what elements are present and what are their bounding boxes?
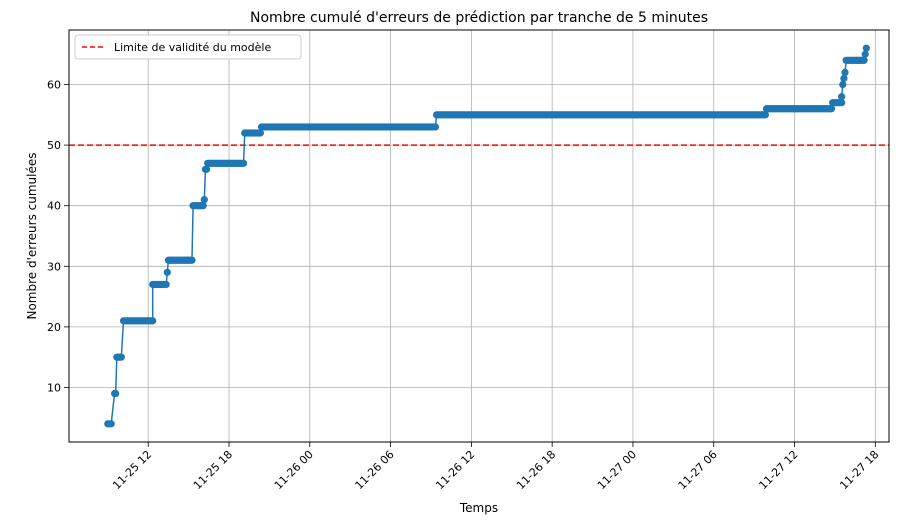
y-tick-label: 50 <box>47 139 61 152</box>
data-point <box>862 44 870 52</box>
data-point <box>162 280 170 289</box>
data-point <box>256 129 265 137</box>
y-axis-ticks: 10 20 30 40 50 60 <box>47 79 69 394</box>
data-point <box>163 268 171 276</box>
data-point <box>107 420 115 428</box>
y-tick-label: 10 <box>47 381 61 394</box>
data-point <box>112 389 120 398</box>
x-tick-label: 11-27 18 <box>837 448 881 492</box>
data-point <box>200 196 208 204</box>
y-tick-label: 40 <box>47 200 61 213</box>
series-line <box>107 48 868 425</box>
data-point <box>840 74 848 83</box>
y-tick-label: 20 <box>47 321 61 334</box>
series <box>104 44 870 428</box>
legend-label: Limite de validité du modèle <box>114 41 271 54</box>
data-point <box>117 353 125 361</box>
data-point <box>202 165 211 173</box>
plot-frame <box>68 29 890 443</box>
x-tick-label: 11-26 06 <box>353 448 397 492</box>
y-tick-label: 60 <box>47 79 61 92</box>
legend-box <box>74 34 302 60</box>
y-tick-label: 30 <box>47 260 61 273</box>
x-tick-label: 11-25 18 <box>191 448 235 492</box>
x-tick-label: 11-27 06 <box>676 448 720 492</box>
data-point <box>827 105 836 113</box>
x-axis-ticks: 11-25 12 11-25 18 11-26 00 11-26 06 11-26 12… <box>110 442 881 492</box>
legend: Limite de validité du modèle <box>74 34 302 60</box>
data-point <box>188 256 196 264</box>
data-point <box>149 317 157 325</box>
data-point <box>838 99 846 107</box>
x-tick-label: 11-26 12 <box>433 448 477 492</box>
x-tick-label: 11-27 00 <box>595 448 639 492</box>
data-point <box>431 123 440 131</box>
y-axis-label: Nombre d'erreurs cumulées <box>25 152 39 319</box>
data-point <box>239 159 248 167</box>
chart-title: Nombre cumulé d'erreurs de prédiction pa… <box>250 10 708 26</box>
data-point <box>761 111 769 119</box>
x-tick-label: 11-27 12 <box>756 448 800 492</box>
x-axis-label: Temps <box>459 501 498 515</box>
x-tick-label: 11-25 12 <box>110 448 154 492</box>
data-point <box>838 93 846 101</box>
data-point <box>861 50 869 58</box>
x-tick-label: 11-26 00 <box>272 448 316 492</box>
x-tick-label: 11-26 18 <box>514 448 558 492</box>
data-point <box>199 202 207 210</box>
data-point <box>839 80 847 89</box>
data-point <box>841 68 849 77</box>
data-point <box>860 56 868 64</box>
